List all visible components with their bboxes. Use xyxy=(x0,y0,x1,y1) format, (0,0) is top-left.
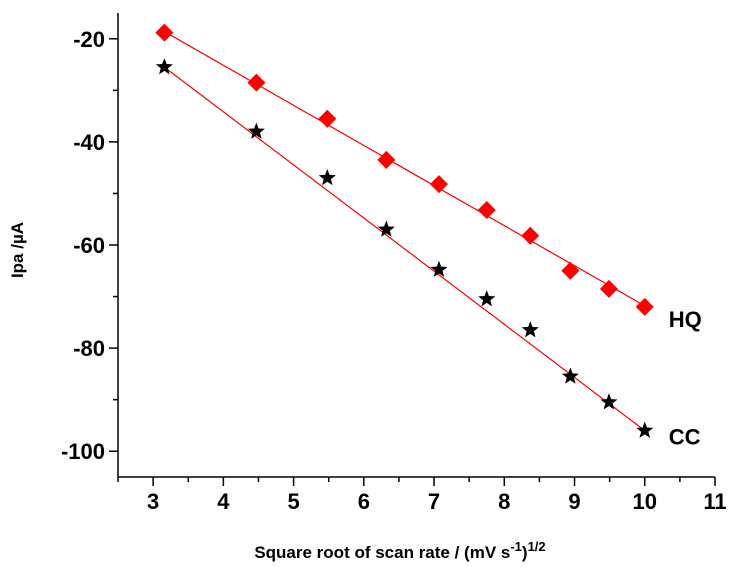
x-tick-label: 3 xyxy=(147,489,159,514)
y-tick-label: -100 xyxy=(61,439,105,464)
hq-point xyxy=(429,175,448,194)
hq-point xyxy=(521,226,540,245)
x-tick-label: 10 xyxy=(633,489,657,514)
x-tick-label: 9 xyxy=(568,489,580,514)
hq-point xyxy=(477,200,496,219)
hq-point xyxy=(377,150,396,169)
cc-point xyxy=(247,122,265,139)
hq-point xyxy=(635,297,654,316)
x-tick-label: 4 xyxy=(217,489,230,514)
hq-point xyxy=(561,261,580,280)
y-tick-label: -40 xyxy=(73,130,105,155)
cc-fit-line xyxy=(163,66,646,432)
y-tick-label: -80 xyxy=(73,336,105,361)
hq-point xyxy=(155,23,174,42)
y-tick-label: -20 xyxy=(73,27,105,52)
cc-point xyxy=(377,220,395,237)
x-tick-label: 6 xyxy=(358,489,370,514)
cc-point xyxy=(521,321,539,338)
y-axis-title: Ipa /µA xyxy=(8,222,27,278)
axes: 3 4 5 6 7 8 9 10 11 -20 -40 -60 -80 -100 xyxy=(61,13,727,514)
x-tick-label: 7 xyxy=(428,489,440,514)
cc-point xyxy=(561,367,579,384)
cc-point xyxy=(318,168,336,186)
hq-point xyxy=(599,279,618,298)
hq-fit-line xyxy=(164,31,646,307)
cc-point xyxy=(478,290,496,307)
hq-point xyxy=(247,73,266,92)
x-tick-label: 8 xyxy=(498,489,510,514)
cc-series-label: CC xyxy=(669,425,701,450)
y-tick-label: -60 xyxy=(73,233,105,258)
hq-series-label: HQ xyxy=(669,307,702,332)
cc-point xyxy=(430,260,448,278)
x-tick-label: 5 xyxy=(287,489,299,514)
hq-point xyxy=(318,109,337,128)
data-points xyxy=(155,23,654,438)
cc-point xyxy=(600,393,618,410)
fit-lines xyxy=(163,31,646,432)
cc-point xyxy=(155,58,173,75)
series-labels: HQ CC xyxy=(669,307,702,450)
x-axis-title: Square root of scan rate / (mV s-1)1/2 xyxy=(254,539,545,563)
x-tick-label: 11 xyxy=(703,489,726,514)
cc-point xyxy=(636,421,654,438)
